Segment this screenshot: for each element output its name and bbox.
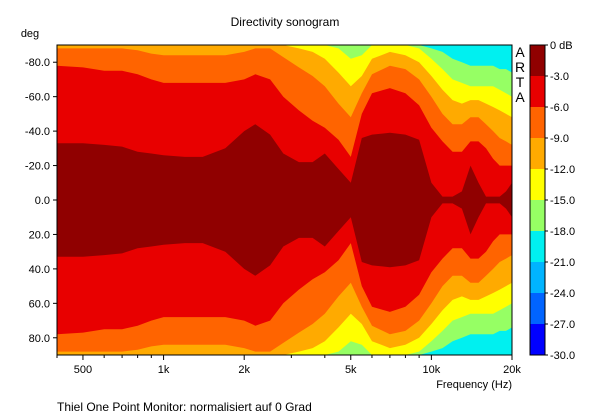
x-tick-label: 1k <box>158 364 170 376</box>
color-scale-label: -30.0 <box>550 350 575 362</box>
chart-title: Directivity sonogram <box>231 15 340 29</box>
color-scale-label: -6.0 <box>550 102 569 114</box>
chart-caption: Thiel One Point Monitor: normalisiert au… <box>57 400 312 414</box>
color-scale-swatch <box>530 293 545 324</box>
color-scale-label: -15.0 <box>550 195 575 207</box>
y-tick-label: -40.0 <box>25 126 50 138</box>
arta-letter: A <box>515 89 525 105</box>
y-tick-label: -60.0 <box>25 92 50 104</box>
arta-letter: R <box>515 59 525 75</box>
arta-letter: A <box>515 44 525 60</box>
color-scale-swatch <box>530 262 545 293</box>
color-scale-label: -12.0 <box>550 164 575 176</box>
color-scale-swatch <box>530 324 545 355</box>
color-scale-swatch <box>530 200 545 231</box>
color-scale-swatch <box>530 231 545 262</box>
y-tick-label: 0.0 <box>35 195 50 207</box>
y-tick-label: 40.0 <box>29 264 50 276</box>
color-scale-swatch <box>530 76 545 107</box>
color-scale-label: 0 dB <box>550 40 573 52</box>
color-scale-swatch <box>530 138 545 169</box>
color-scale-label: -18.0 <box>550 226 575 238</box>
color-scale-swatch <box>530 107 545 138</box>
color-scale-label: -24.0 <box>550 288 575 300</box>
band-minus-3 <box>57 124 512 276</box>
x-tick-label: 2k <box>238 364 250 376</box>
color-scale-swatch <box>530 169 545 200</box>
y-axis-ticks: -80.0 -60.0 -40.0 -20.0 0.0 20.0 40.0 60.0 80.0 <box>25 57 57 345</box>
sonogram-heatmap <box>57 45 512 355</box>
x-tick-label: 20k <box>503 364 521 376</box>
x-tick-label: 10k <box>423 364 441 376</box>
color-scale-label: -27.0 <box>550 319 575 331</box>
color-scale-label: -21.0 <box>550 257 575 269</box>
y-tick-label: 80.0 <box>29 333 50 345</box>
x-tick-label: 5k <box>345 364 357 376</box>
x-axis-ticks: 500 1k 2k 5k 10k 20k <box>56 355 521 376</box>
y-tick-label: 60.0 <box>29 298 50 310</box>
color-scale-bar: 0 dB -3.0 -6.0 -9.0 -12.0 -15.0 -18.0 -21.0 -24.… <box>529 40 575 362</box>
x-tick-label: 500 <box>74 364 92 376</box>
color-scale-label: -9.0 <box>550 133 569 145</box>
y-tick-label: -80.0 <box>25 57 50 69</box>
y-tick-label: 20.0 <box>29 229 50 241</box>
arta-letter: T <box>516 74 525 90</box>
color-scale-label: -3.0 <box>550 71 569 83</box>
y-tick-label: -20.0 <box>25 161 50 173</box>
color-scale-swatch <box>530 45 545 76</box>
x-axis-label: Frequency (Hz) <box>436 379 512 391</box>
y-axis-label: deg <box>21 28 39 40</box>
